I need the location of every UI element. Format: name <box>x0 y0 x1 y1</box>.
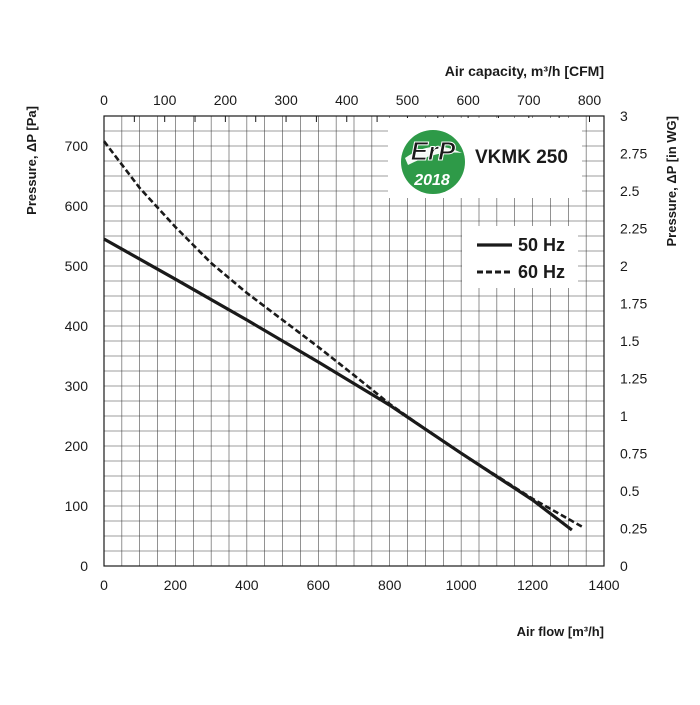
x-tick-label: 1400 <box>588 577 619 593</box>
erp-badge-year: 2018 <box>413 172 450 189</box>
right-tick-label: 0.5 <box>620 483 640 499</box>
right-axis-title: Pressure, ΔP [in WG] <box>664 116 679 246</box>
series-line-60hz <box>102 140 584 529</box>
top-tick-label: 700 <box>517 92 541 108</box>
tick-labels: 0 200 400 600 800 1000 1200 1400010020030040050… <box>65 92 648 593</box>
top-tick-label: 300 <box>274 92 298 108</box>
erp-badge-circle <box>401 130 465 194</box>
right-tick-label: 1.75 <box>620 296 647 312</box>
model-name: VKMK 250 <box>475 147 568 168</box>
x-tick-label: 400 <box>235 577 259 593</box>
right-tick-label: 0.75 <box>620 446 647 462</box>
right-tick-label: 2.75 <box>620 146 647 162</box>
y-tick-label: 500 <box>65 258 89 274</box>
top-tick-label: 500 <box>396 92 420 108</box>
erp-badge-top-text: ErP <box>411 136 456 166</box>
top-axis-title: Air capacity, m³/h [CFM] <box>445 63 604 79</box>
left-axis-title: Pressure, ΔP [Pa] <box>24 106 39 215</box>
top-tick-label: 200 <box>214 92 238 108</box>
y-tick-label: 0 <box>80 558 88 574</box>
bottom-axis-title: Air flow [m³/h] <box>517 624 604 639</box>
right-tick-label: 1 <box>620 408 628 424</box>
erp-badge-leaf-icon <box>405 146 462 165</box>
x-tick-label: 0 <box>100 577 108 593</box>
right-tick-label: 0 <box>620 558 628 574</box>
legend-label-60hz: 60 Hz <box>518 262 565 282</box>
plot-frame <box>103 115 605 567</box>
right-tick-label: 3 <box>620 108 628 124</box>
y-tick-label: 700 <box>65 138 89 154</box>
top-tick-label: 0 <box>100 92 108 108</box>
series-line-50hz <box>103 237 573 532</box>
right-tick-label: 1.5 <box>620 333 640 349</box>
series-lines <box>102 140 584 532</box>
y-tick-label: 300 <box>65 378 89 394</box>
x-tick-label: 800 <box>378 577 402 593</box>
top-tick-label: 800 <box>578 92 602 108</box>
y-tick-label: 200 <box>65 438 89 454</box>
erp-badge: ErP 2018 <box>401 130 465 194</box>
legend-label-50hz: 50 Hz <box>518 235 565 255</box>
y-tick-label: 600 <box>65 198 89 214</box>
x-tick-label: 1200 <box>517 577 548 593</box>
top-tick-label: 600 <box>456 92 480 108</box>
right-tick-label: 2 <box>620 258 628 274</box>
right-tick-label: 1.25 <box>620 371 647 387</box>
legend: 50 Hz 60 Hz <box>462 226 578 288</box>
grid <box>104 116 604 566</box>
x-tick-label: 600 <box>307 577 331 593</box>
legend-box <box>462 226 578 288</box>
y-tick-label: 100 <box>65 498 89 514</box>
top-tick-label: 100 <box>153 92 177 108</box>
right-tick-label: 2.5 <box>620 183 640 199</box>
x-tick-label: 200 <box>164 577 188 593</box>
right-tick-label: 2.25 <box>620 221 647 237</box>
x-tick-label: 1000 <box>446 577 477 593</box>
top-tick-label: 400 <box>335 92 359 108</box>
right-tick-label: 0.25 <box>620 521 647 537</box>
y-tick-label: 400 <box>65 318 89 334</box>
